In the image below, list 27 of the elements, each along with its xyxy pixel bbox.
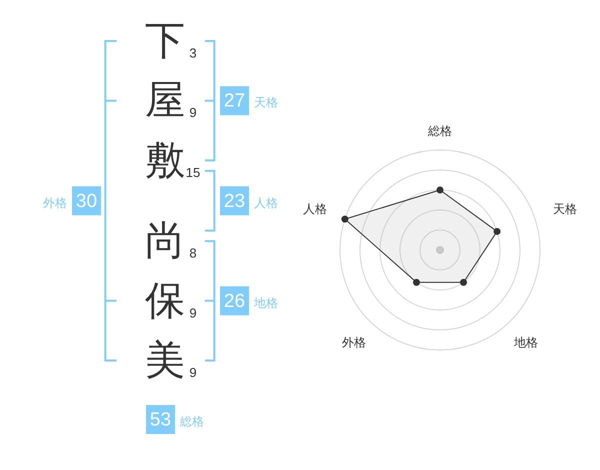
stroke-count: 9 [189, 105, 197, 120]
stroke-count: 9 [189, 365, 197, 380]
name-character: 屋 [145, 78, 185, 123]
axis-label: 天格 [553, 202, 578, 216]
stroke-count: 15 [186, 164, 200, 180]
name-character: 尚 [145, 219, 185, 264]
grade-value: 30 [76, 190, 98, 212]
stroke-count: 9 [189, 305, 197, 320]
grade-label: 外格 [43, 196, 67, 210]
grade-label: 天格 [254, 96, 278, 110]
axis-label: 人格 [302, 202, 327, 216]
stroke-count: 8 [189, 246, 197, 261]
stroke-count: 3 [189, 46, 197, 60]
name-character: 保 [145, 278, 185, 323]
grade-label: 総格 [180, 414, 204, 428]
grade-value: 53 [150, 410, 172, 430]
grade-value: 26 [224, 290, 246, 312]
grade-label: 地格 [254, 296, 278, 310]
grade-value: 27 [224, 90, 246, 112]
axis-label: 総格 [428, 124, 452, 138]
grade-value: 23 [224, 190, 246, 212]
grade-label: 人格 [254, 196, 278, 210]
axis-label: 地格 [514, 335, 538, 350]
name-character: 美 [145, 338, 185, 382]
name-character: 下 [145, 19, 185, 63]
axis-label: 外格 [342, 335, 366, 350]
name-character: 敷 [145, 138, 185, 182]
